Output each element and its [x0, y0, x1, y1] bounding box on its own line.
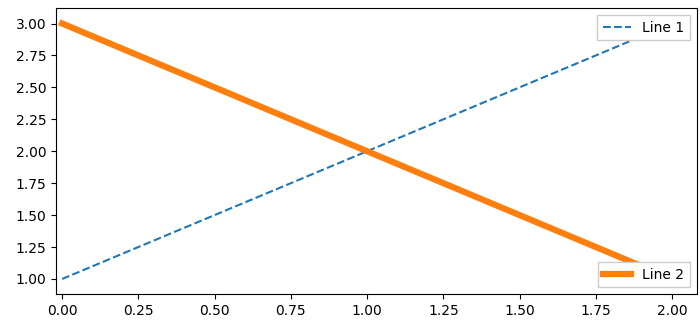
Legend: Line 2: Line 2 — [598, 262, 690, 287]
